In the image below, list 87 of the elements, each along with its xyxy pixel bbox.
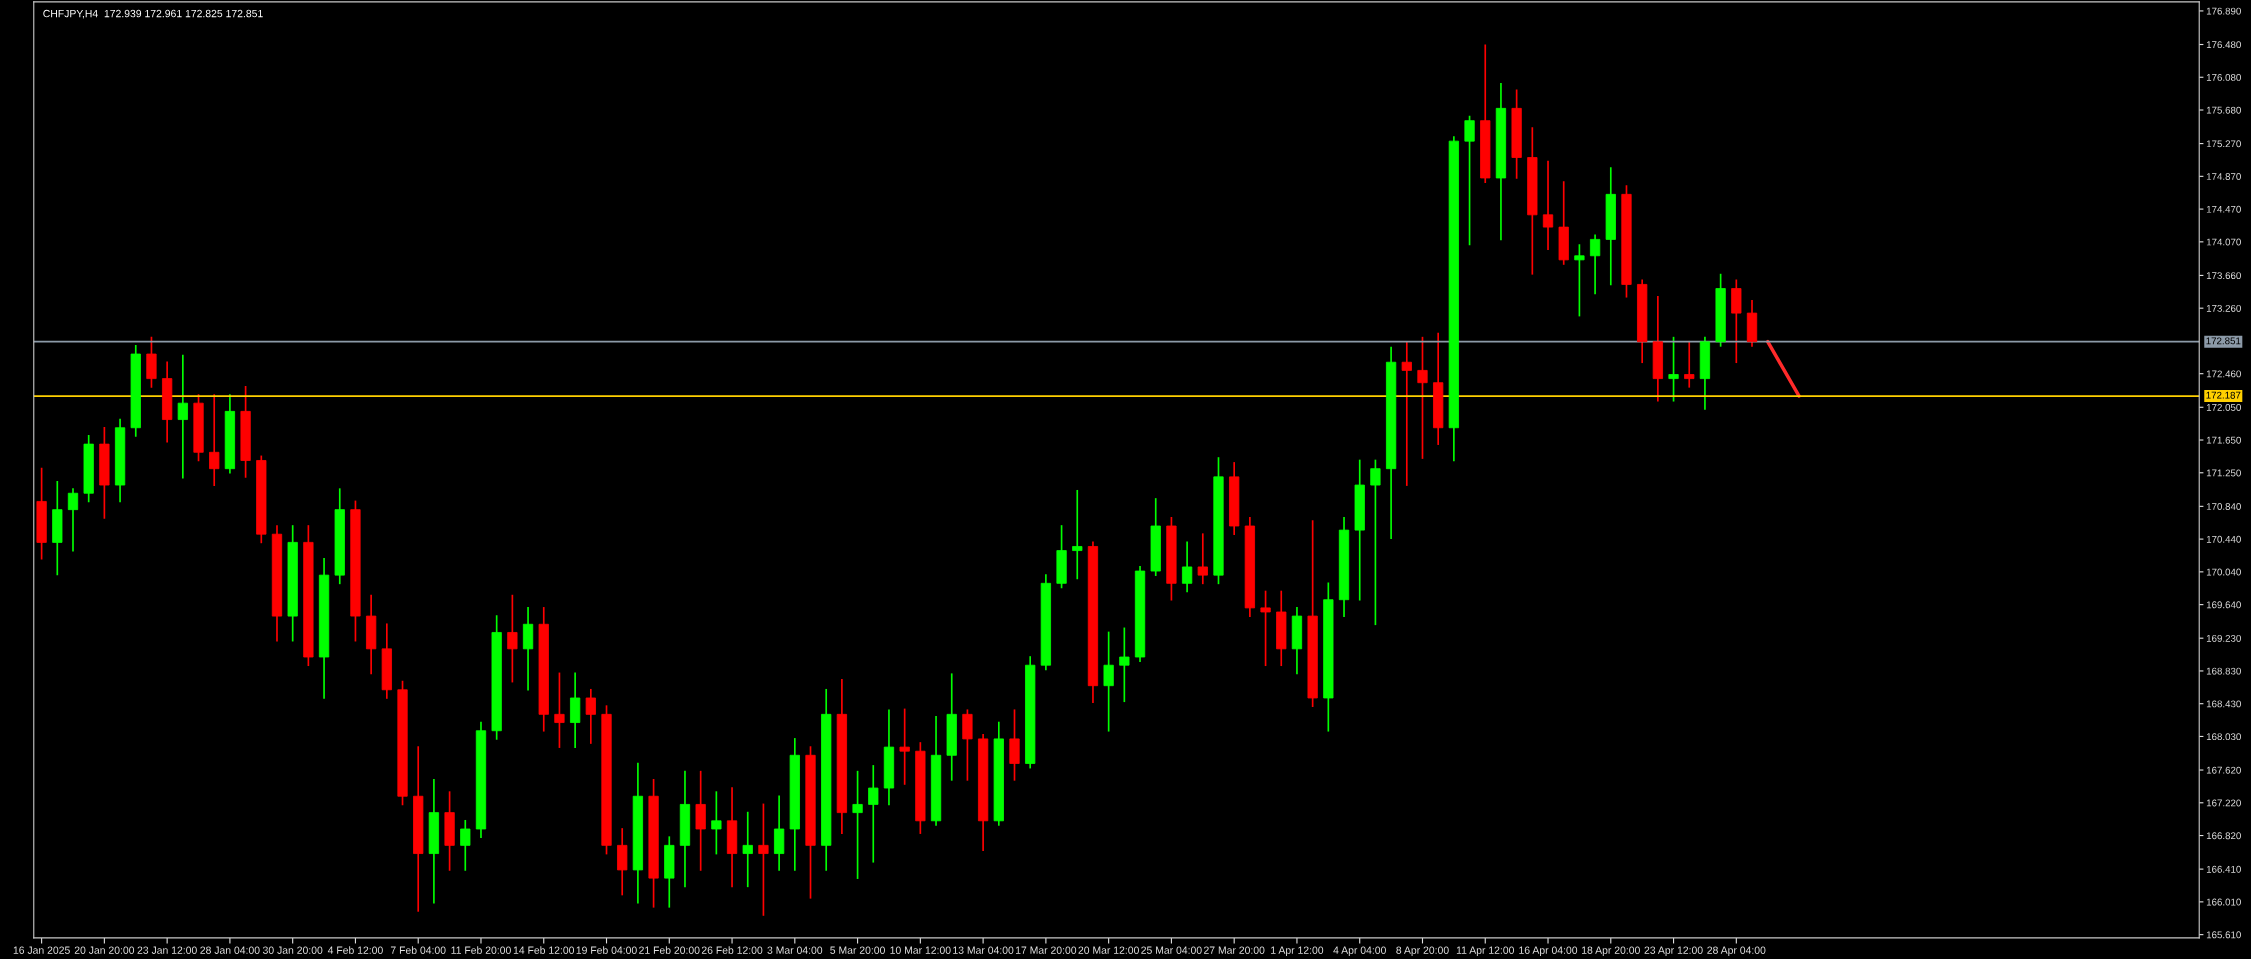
- x-tick-label: 27 Mar 20:00: [1204, 946, 1265, 954]
- x-tick-label: 16 Jan 2025: [13, 946, 70, 954]
- x-tick-label: 28 Apr 04:00: [1707, 946, 1766, 956]
- y-tick-label: 175.270: [2206, 140, 2241, 148]
- candlestick: [899, 708, 910, 785]
- candlestick: [742, 811, 753, 888]
- candlestick: [1542, 160, 1554, 251]
- x-tick-label: 3 Mar 04:00: [767, 946, 823, 954]
- candlestick: [1103, 631, 1114, 732]
- x-tick-label: 23 Jan 12:00: [137, 946, 197, 954]
- x-tick-label: 30 Jan 20:00: [262, 946, 323, 954]
- x-tick-label: 8 Apr 20:00: [1396, 946, 1449, 956]
- y-tick-label: 171.650: [2206, 436, 2241, 444]
- x-tick-label: 13 Mar 04:00: [953, 946, 1014, 954]
- y-tick-label: 166.820: [2206, 832, 2241, 840]
- y-tick-label: 168.830: [2206, 667, 2241, 675]
- candlestick: [1181, 541, 1193, 593]
- ref-line-label: 172.187: [2206, 391, 2241, 399]
- candlestick: [1370, 459, 1381, 626]
- y-tick-label: 168.030: [2206, 733, 2241, 741]
- candlestick: [1668, 336, 1679, 402]
- x-tick-label: 26 Feb 12:00: [701, 946, 763, 954]
- y-tick-label: 176.480: [2206, 41, 2241, 49]
- x-tick-label: 25 Mar 04:00: [1141, 946, 1202, 954]
- candlestick: [1464, 115, 1475, 246]
- x-tick-label: 18 Apr 20:00: [1582, 946, 1640, 956]
- x-tick-label: 28 Jan 04:00: [200, 946, 260, 954]
- x-tick-label: 10 Mar 12:00: [890, 946, 951, 954]
- candlestick: [1197, 533, 1208, 585]
- x-tick-label: 19 Feb 04:00: [576, 946, 637, 954]
- y-tick-label: 170.440: [2206, 535, 2241, 543]
- y-tick-label: 174.070: [2206, 238, 2241, 246]
- y-tick-label: 167.620: [2206, 766, 2241, 774]
- candlestick: [711, 791, 722, 855]
- y-tick-label: 166.410: [2206, 865, 2241, 873]
- candlestick: [852, 770, 863, 879]
- x-tick-label: 20 Jan 20:00: [74, 946, 135, 954]
- candlestick: [554, 672, 565, 748]
- y-tick-label: 173.660: [2206, 272, 2241, 280]
- candlestick: [1574, 244, 1585, 317]
- y-tick-label: 169.230: [2206, 634, 2241, 642]
- y-tick-label: 176.080: [2206, 73, 2241, 81]
- y-tick-label: 176.890: [2206, 7, 2241, 15]
- y-tick-label: 167.220: [2206, 799, 2241, 807]
- y-tick-label: 173.260: [2206, 304, 2241, 312]
- x-tick-label: 4 Feb 12:00: [327, 946, 383, 954]
- x-tick-label: 1 Apr 12:00: [1271, 946, 1324, 956]
- candlestick: [758, 803, 769, 916]
- ref-line-label: 172.851: [2206, 337, 2241, 345]
- candlestick: [1119, 627, 1130, 703]
- candlestick: [1401, 341, 1412, 486]
- x-tick-label: 17 Mar 20:00: [1015, 946, 1077, 954]
- y-tick-label: 166.010: [2206, 898, 2241, 906]
- text: CHFJPY,H4 172.939 172.961 172.825 172.851: [43, 9, 263, 19]
- y-tick-label: 170.040: [2206, 568, 2241, 576]
- candlestick: [460, 819, 471, 871]
- candlestick: [1072, 489, 1083, 580]
- y-tick-label: 169.640: [2206, 601, 2241, 609]
- candlestick: [1417, 336, 1428, 459]
- y-tick-label: 175.680: [2206, 106, 2241, 114]
- candlestick: [209, 394, 220, 486]
- candlestick: [67, 488, 79, 552]
- y-tick-label: 168.430: [2206, 700, 2241, 708]
- candlestick: [1589, 234, 1601, 295]
- candlestick: [868, 765, 879, 863]
- y-tick-label: 174.470: [2206, 205, 2241, 213]
- x-tick-label: 11 Apr 12:00: [1456, 946, 1514, 956]
- x-tick-label: 11 Feb 20:00: [451, 946, 511, 954]
- y-tick-label: 165.610: [2206, 931, 2241, 939]
- x-tick-label: 20 Mar 12:00: [1078, 946, 1139, 954]
- candlestick: [1684, 340, 1695, 388]
- y-tick-label: 172.460: [2206, 370, 2241, 378]
- x-tick-label: 7 Feb 04:00: [390, 946, 446, 954]
- x-tick-label: 4 Apr 04:00: [1333, 946, 1386, 956]
- x-tick-label: 14 Feb 12:00: [513, 946, 575, 954]
- y-tick-label: 170.840: [2206, 503, 2241, 510]
- candlestick: [1260, 590, 1271, 667]
- x-tick-label: 21 Feb 20:00: [639, 946, 700, 954]
- candlestick: [177, 354, 188, 479]
- x-tick-label: 16 Apr 04:00: [1519, 946, 1578, 956]
- candlestick: [585, 688, 596, 744]
- y-tick-label: 171.250: [2206, 469, 2241, 477]
- candlestick: [507, 594, 518, 683]
- y-tick-label: 172.050: [2206, 404, 2241, 411]
- y-tick-label: 174.870: [2206, 173, 2241, 180]
- x-tick-label: 23 Apr 12:00: [1644, 946, 1703, 956]
- x-tick-label: 5 Mar 20:00: [830, 946, 885, 954]
